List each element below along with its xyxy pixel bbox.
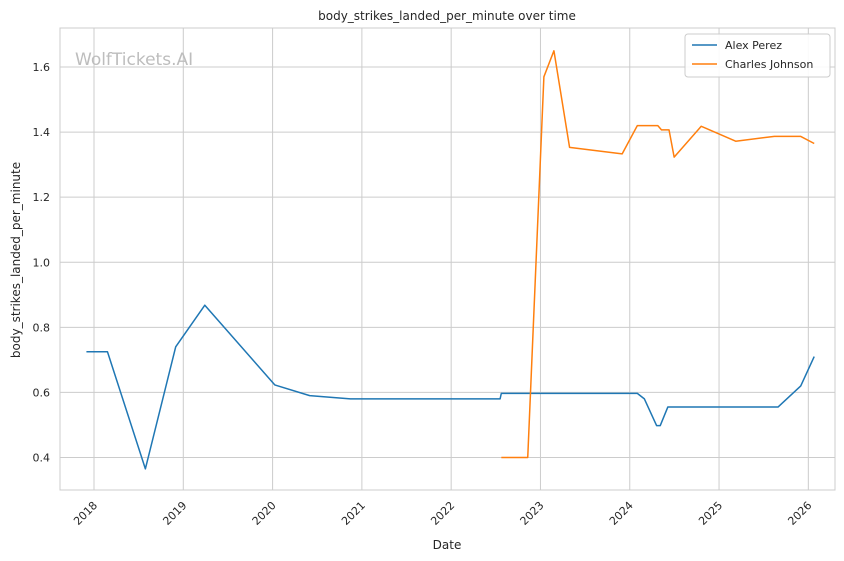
y-tick-label: 0.6 [33, 386, 51, 399]
legend-label: Alex Perez [725, 39, 782, 52]
x-tick-label: 2021 [339, 499, 368, 528]
legend-box [684, 33, 831, 78]
grid-lines [60, 28, 835, 490]
series-line-charles-johnson [501, 50, 815, 459]
x-axis-ticks: 2018 2019 2020 2021 2022 2023 2024 2025 2026 [71, 499, 814, 528]
x-tick-label: 2019 [160, 499, 189, 528]
watermark-text: WolfTickets.AI [75, 50, 193, 70]
x-tick-label: 2024 [607, 499, 636, 528]
x-tick-label: 2026 [785, 499, 814, 528]
series-layer [86, 50, 815, 470]
x-tick-label: 2022 [428, 499, 457, 528]
y-axis-label: body_strikes_landed_per_minute [9, 162, 23, 358]
x-axis-label: Date [433, 538, 462, 552]
y-axis-ticks: 0.4 0.6 0.8 1.0 1.2 1.4 1.6 [33, 61, 51, 464]
y-tick-label: 1.0 [33, 256, 51, 269]
y-tick-label: 1.4 [33, 126, 51, 139]
x-tick-label: 2020 [250, 499, 279, 528]
y-tick-label: 0.4 [33, 451, 51, 464]
x-tick-label: 2023 [518, 499, 547, 528]
plot-area-frame [59, 27, 836, 491]
series-line-alex-perez [86, 304, 815, 470]
y-tick-label: 1.2 [33, 191, 51, 204]
y-tick-label: 1.6 [33, 61, 51, 74]
x-tick-label: 2018 [71, 499, 100, 528]
legend-label: Charles Johnson [725, 58, 813, 71]
chart-title: body_strikes_landed_per_minute over time [318, 9, 576, 23]
y-tick-label: 0.8 [33, 321, 51, 334]
legend: Alex Perez Charles Johnson [684, 33, 831, 78]
x-tick-label: 2025 [696, 499, 725, 528]
